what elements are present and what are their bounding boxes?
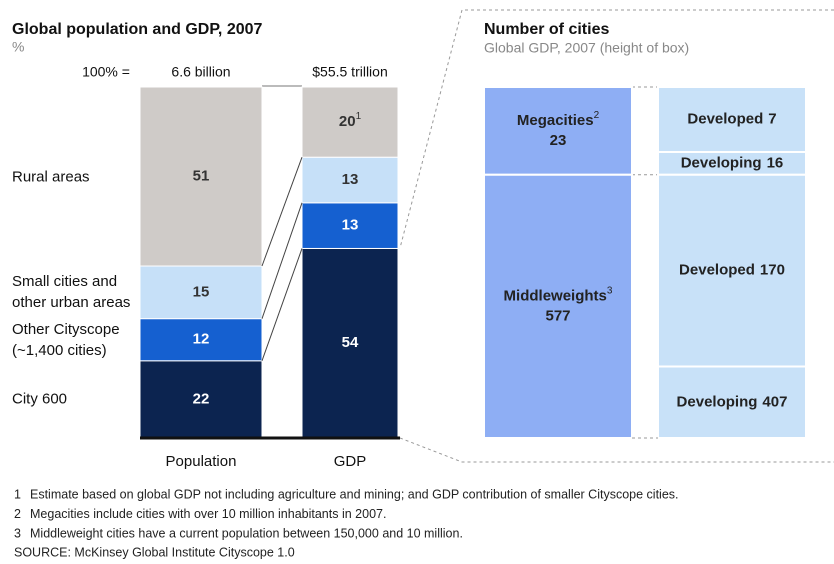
value-label-group: 13	[342, 217, 359, 234]
footnote-mark: 2	[594, 110, 600, 121]
value-label: 54	[342, 334, 359, 351]
group-name: Middleweights	[504, 287, 607, 304]
footnote-number: 3	[14, 526, 21, 540]
connector	[261, 248, 303, 361]
value-label-group: 51	[193, 167, 210, 184]
part-name: Developing	[681, 154, 762, 171]
footnote-text: Middleweight cities have a current popul…	[30, 526, 463, 540]
group-count: 23	[550, 132, 567, 149]
connector	[261, 202, 303, 319]
part-box	[657, 173, 807, 368]
chart-subtitle: %	[12, 39, 24, 55]
footnote-text: Estimate based on global GDP not includi…	[30, 487, 679, 501]
bar-segment	[139, 86, 263, 267]
callout-line	[399, 9, 834, 249]
part-name: Developed	[687, 110, 763, 127]
value-label: 13	[342, 171, 359, 188]
total-label: $55.5 trillion	[312, 64, 388, 80]
group-name: Megacities	[517, 112, 594, 129]
value-label-group: 201	[339, 111, 362, 130]
legend-label: Other Cityscope (~1,400 cities)	[12, 320, 120, 359]
x-tick-label: GDP	[334, 453, 367, 470]
total-label: 6.6 billion	[171, 64, 230, 80]
part-count: 170	[760, 262, 785, 279]
bar-segment	[301, 247, 399, 439]
part-count: 407	[762, 393, 787, 410]
part-label: Developing 407	[677, 393, 788, 410]
group-label: Middleweights3	[504, 285, 613, 304]
group-label: Megacities2	[517, 110, 600, 129]
value-label: 12	[193, 331, 210, 348]
source: SOURCE: McKinsey Global Institute Citysc…	[14, 545, 295, 559]
value-label: 13	[342, 217, 359, 234]
bar-segment	[301, 202, 399, 249]
total-prefix: 100% =	[82, 64, 130, 80]
footnote-number: 1	[14, 487, 21, 501]
part-name: Developed	[679, 262, 755, 279]
panel-title: Number of cities	[484, 21, 609, 38]
bar-segment	[139, 318, 263, 362]
part-box	[657, 86, 807, 153]
group-count: 577	[545, 307, 570, 324]
bar-segment	[301, 156, 399, 204]
group-box	[483, 86, 633, 176]
value-label: 51	[193, 167, 210, 184]
value-label-group: 54	[342, 334, 359, 351]
value-label-group: 22	[193, 390, 210, 407]
chart-title: Global population and GDP, 2007	[12, 21, 263, 38]
legend-label: City 600	[12, 390, 68, 408]
panel-subtitle: Global GDP, 2007 (height of box)	[484, 40, 689, 56]
part-count: 16	[767, 154, 784, 171]
callout-line	[399, 437, 834, 463]
group-box	[483, 173, 633, 439]
part-name: Developing	[677, 393, 758, 410]
connector	[261, 157, 303, 267]
value-label: 15	[193, 283, 210, 300]
part-label: Developed 7	[687, 110, 776, 127]
value-label: 20	[339, 113, 356, 130]
part-count: 7	[768, 110, 776, 127]
legend-label: Small cities and other urban areas	[12, 273, 131, 312]
x-tick-label: Population	[166, 453, 237, 470]
part-label: Developing 16	[681, 154, 784, 171]
footnote-mark: 1	[356, 111, 362, 122]
bar-segment	[139, 360, 263, 439]
value-label-group: 12	[193, 331, 210, 348]
part-box	[657, 365, 807, 439]
value-label: 22	[193, 390, 210, 407]
bar-segment	[301, 86, 399, 158]
value-label-group: 13	[342, 171, 359, 188]
legend-label: Rural areas	[12, 168, 90, 185]
part-label: Developed 170	[679, 262, 785, 279]
bar-segment	[139, 265, 263, 320]
footnote-number: 2	[14, 507, 21, 521]
footnote-mark: 3	[607, 285, 613, 296]
footnote-text: Megacities include cities with over 10 m…	[30, 507, 386, 521]
value-label-group: 15	[193, 283, 210, 300]
